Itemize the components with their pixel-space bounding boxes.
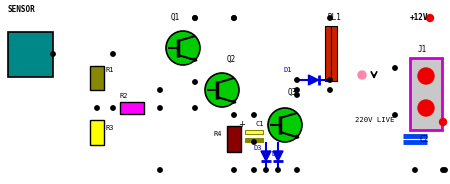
Bar — [325, 26, 331, 81]
Circle shape — [252, 140, 256, 144]
Text: -: - — [440, 164, 447, 177]
Text: 220V LIVE: 220V LIVE — [355, 117, 394, 123]
Circle shape — [393, 113, 397, 117]
Text: RL1: RL1 — [327, 13, 341, 22]
Bar — [120, 102, 144, 114]
Circle shape — [158, 168, 162, 172]
Circle shape — [413, 168, 417, 172]
Text: R3: R3 — [105, 125, 113, 131]
Circle shape — [193, 16, 197, 20]
Circle shape — [193, 106, 197, 110]
Text: R2: R2 — [120, 93, 129, 99]
Circle shape — [252, 168, 256, 172]
Bar — [245, 130, 263, 134]
Text: +: + — [238, 120, 245, 129]
Circle shape — [95, 106, 99, 110]
Text: R4: R4 — [214, 131, 222, 137]
Text: Q3: Q3 — [288, 88, 297, 97]
Text: D1: D1 — [283, 67, 292, 73]
Text: SENSOR: SENSOR — [8, 5, 36, 14]
FancyArrow shape — [292, 135, 299, 138]
Circle shape — [232, 16, 236, 20]
Bar — [245, 138, 263, 142]
Text: R1: R1 — [105, 67, 113, 73]
Circle shape — [158, 88, 162, 92]
Text: C1: C1 — [256, 121, 265, 127]
Circle shape — [328, 88, 332, 92]
Circle shape — [440, 118, 446, 125]
Circle shape — [427, 15, 433, 22]
Circle shape — [232, 168, 236, 172]
Polygon shape — [261, 151, 271, 161]
Circle shape — [443, 168, 447, 172]
Circle shape — [295, 78, 299, 82]
Circle shape — [252, 113, 256, 117]
Text: D3: D3 — [254, 145, 262, 151]
Circle shape — [295, 168, 299, 172]
Circle shape — [232, 113, 236, 117]
Circle shape — [193, 80, 197, 84]
Circle shape — [111, 52, 115, 56]
Circle shape — [166, 31, 200, 65]
FancyArrow shape — [229, 100, 236, 103]
Circle shape — [111, 106, 115, 110]
Text: Q2: Q2 — [227, 55, 236, 64]
Circle shape — [393, 66, 397, 70]
Text: Q1: Q1 — [171, 13, 180, 22]
Circle shape — [205, 73, 239, 107]
Circle shape — [328, 78, 332, 82]
Circle shape — [418, 68, 434, 84]
Text: D2: D2 — [272, 151, 280, 157]
Circle shape — [268, 108, 302, 142]
Circle shape — [193, 16, 197, 20]
Circle shape — [158, 106, 162, 110]
Bar — [410, 58, 442, 130]
Circle shape — [295, 93, 299, 97]
Bar — [227, 126, 241, 152]
Text: C2: C2 — [420, 135, 429, 144]
Bar — [331, 26, 337, 81]
Text: J1: J1 — [418, 45, 427, 54]
Circle shape — [276, 168, 280, 172]
Circle shape — [358, 71, 366, 79]
Bar — [90, 120, 104, 145]
Circle shape — [295, 88, 299, 92]
FancyArrow shape — [190, 58, 197, 61]
Text: +12V: +12V — [410, 13, 428, 22]
Circle shape — [441, 168, 445, 172]
Circle shape — [328, 16, 332, 20]
Circle shape — [51, 52, 55, 56]
Bar — [8, 32, 53, 77]
Bar — [90, 66, 104, 90]
Polygon shape — [309, 75, 319, 85]
Circle shape — [232, 16, 236, 20]
Circle shape — [264, 168, 268, 172]
Circle shape — [418, 100, 434, 116]
Polygon shape — [273, 151, 283, 161]
